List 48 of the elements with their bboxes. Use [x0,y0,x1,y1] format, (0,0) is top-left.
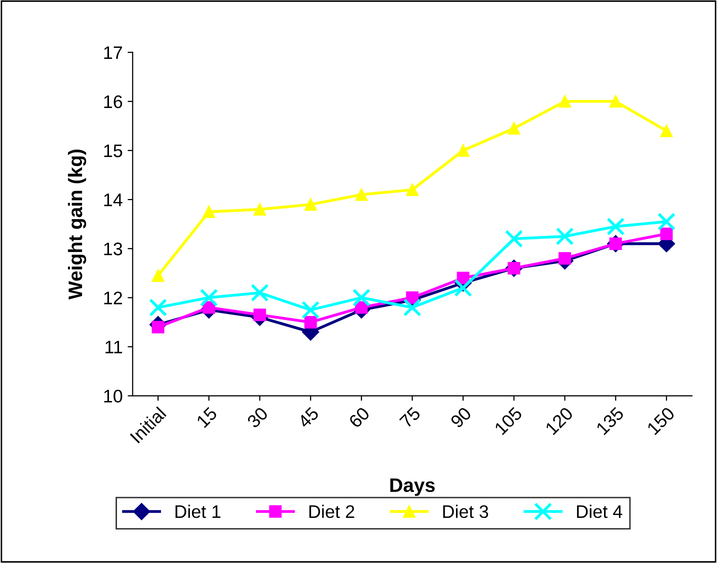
point [149,298,168,317]
y-tick-label: 16 [104,95,122,108]
point [250,284,269,302]
point [302,300,320,319]
x-tick-label: 150 [646,406,676,436]
y-tick-label: 13 [104,242,122,256]
point [254,203,266,216]
point [508,122,520,135]
y-tick-label: 15 [104,144,122,158]
point [660,228,673,240]
point [556,227,574,246]
point [456,144,470,157]
point [406,183,419,196]
point [454,278,472,297]
point [352,288,370,307]
x-tick-label: 90 [450,406,472,428]
point [606,218,625,236]
point [355,188,368,201]
legend-label: Diet 3 [443,504,488,518]
x-tick-label: 75 [399,406,422,428]
point [403,298,422,317]
y-tick-label: 10 [104,390,122,403]
point [660,124,673,138]
point [202,206,216,218]
x-axis-title: Days [390,478,435,496]
point [558,95,572,108]
legend-label: Diet 2 [309,504,354,518]
point [152,269,164,282]
y-tick-label: 12 [104,292,122,304]
x-tick-label: 135 [596,406,624,436]
point [304,316,317,328]
point [657,212,676,231]
point [609,95,622,108]
point [504,230,523,248]
legend-label: Diet 4 [577,504,622,518]
x-tick-label: 45 [297,406,320,429]
x-tick-label: 60 [348,406,370,428]
y-tick-label: 14 [104,194,122,206]
x-tick-label: 15 [196,406,218,428]
x-tick-label: 105 [494,406,523,436]
y-tick-label: 11 [106,340,122,354]
point [304,198,317,211]
y-tick-label: 17 [104,46,122,59]
point [200,288,218,307]
y-axis-title: Weight gain (kg) [68,150,86,300]
x-tick-label: 120 [544,406,574,436]
x-tick-label: 30 [246,406,269,429]
legend-label: Diet 1 [176,504,220,518]
